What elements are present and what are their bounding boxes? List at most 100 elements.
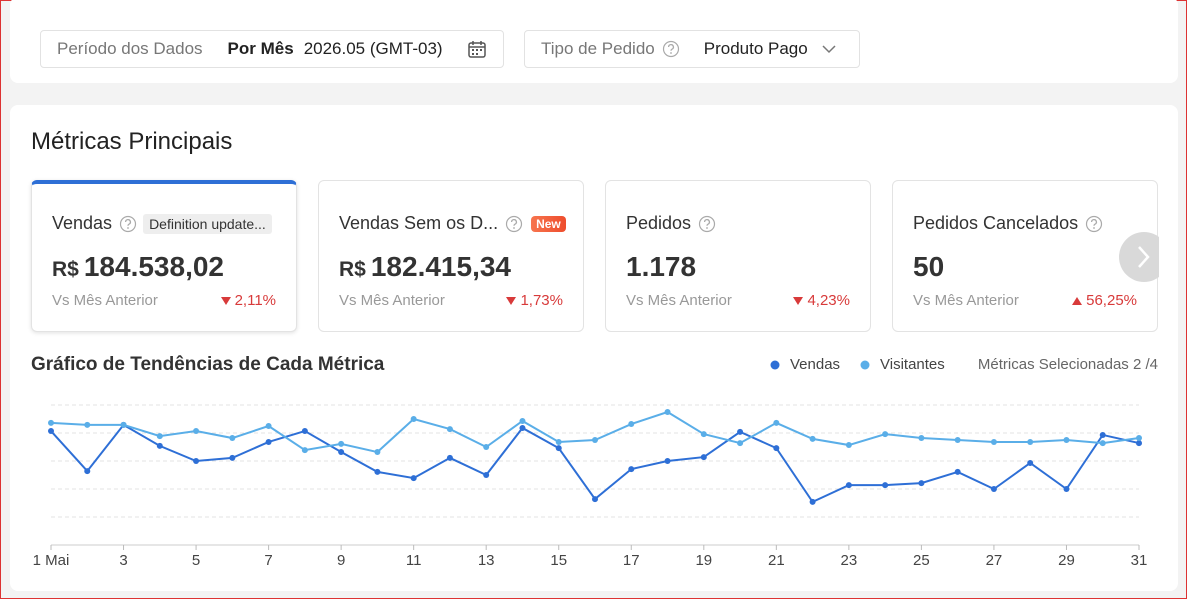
data-point [700, 431, 707, 438]
x-tick-label: 11 [406, 552, 422, 569]
data-point [809, 498, 816, 505]
data-point [628, 421, 635, 428]
data-point [1027, 438, 1034, 445]
metric-change: 1,73% [520, 292, 563, 309]
chart-title: Gráfico de Tendências de Cada Métrica [31, 354, 385, 375]
x-tick-label: 17 [623, 552, 640, 569]
metric-title: Pedidos Cancelados [913, 213, 1079, 233]
help-icon [119, 215, 137, 232]
metric-change: 2,11% [234, 292, 276, 309]
metric-currency: R$ [52, 258, 79, 281]
data-point [555, 438, 562, 445]
x-tick-label: 15 [550, 552, 567, 569]
metric-card[interactable]: Vendas Definition update... R$ 184.538,02 Vs… [31, 180, 297, 332]
x-tick-label: 7 [264, 552, 272, 569]
trend-chart: Gráfico de Tendências de Cada Métrica Mé… [31, 354, 1158, 569]
dropdown-icon [822, 45, 836, 54]
data-point [664, 409, 671, 415]
data-point [1099, 440, 1106, 447]
data-point [519, 417, 526, 424]
metric-value-row: R$ 184.538,02 [52, 251, 224, 283]
metric-comparison: Vs Mês Anterior [913, 292, 1019, 309]
data-point [48, 419, 54, 426]
metric-change-row: 1,73% [505, 292, 563, 309]
help-icon [698, 215, 716, 232]
data-point [193, 458, 200, 464]
metric-value: 50 [913, 251, 945, 282]
legend-marker [860, 360, 870, 370]
period-filter[interactable]: Período dos Dados Por Mês 2026.05 (GMT-0… [40, 30, 504, 68]
metric-title: Pedidos [626, 213, 692, 233]
data-point [265, 423, 272, 429]
data-point [156, 433, 163, 440]
period-label: Período dos Dados [57, 39, 203, 58]
metric-card[interactable]: Pedidos Cancelados 50 Vs Mês Anterior 56,25… [892, 180, 1158, 332]
data-point [229, 435, 236, 442]
x-tick-label: 21 [768, 552, 785, 569]
data-point [229, 454, 236, 461]
data-point [918, 435, 925, 442]
metric-card[interactable]: Pedidos 1.178 Vs Mês Anterior 4,23% [605, 180, 871, 332]
data-point [954, 437, 961, 443]
data-point [592, 437, 598, 443]
data-point [990, 438, 997, 445]
metric-value: 1.178 [626, 251, 697, 282]
metric-change-row: 4,23% [792, 292, 850, 309]
data-point [628, 466, 635, 473]
change-arrow [793, 296, 804, 305]
change-arrow [506, 296, 517, 305]
metric-value-row: 50 [913, 251, 944, 283]
metric-tag: Definition update... [143, 213, 272, 234]
data-point [1099, 431, 1106, 438]
data-point [882, 482, 889, 489]
metric-title: Vendas [52, 213, 113, 233]
data-point [845, 442, 852, 449]
data-point [773, 445, 780, 452]
data-point [1063, 486, 1070, 492]
data-point [664, 458, 671, 464]
legend-label: Visitantes [880, 356, 945, 373]
data-point [374, 449, 381, 456]
metric-value-row: 1.178 [626, 251, 696, 283]
metric-change: 56,25% [1086, 292, 1137, 309]
x-tick-label: 3 [119, 552, 127, 569]
x-tick-label: 1 Mai [33, 552, 70, 569]
data-point [990, 486, 997, 492]
metric-title-row: Vendas Sem os D... New [339, 213, 566, 234]
order-type-filter[interactable]: Tipo de Pedido Produto Pago [524, 30, 860, 68]
x-tick-label: 31 [1131, 552, 1148, 569]
data-point [483, 444, 490, 450]
data-point [1063, 437, 1070, 443]
next-button[interactable] [1119, 232, 1159, 282]
metric-change-row: 56,25% [1071, 292, 1137, 309]
metric-value: 184.538,02 [83, 251, 224, 282]
order-type-label: Tipo de Pedido [541, 39, 655, 58]
series-line [50, 410, 1140, 454]
selected-metrics[interactable]: Métricas Selecionadas 2 /4 [978, 356, 1158, 373]
metric-title: Vendas Sem os D... [339, 213, 499, 233]
x-tick-label: 23 [841, 552, 858, 569]
change-arrow [1072, 296, 1083, 305]
metric-title-row: Vendas Definition update... [52, 213, 272, 234]
data-point [410, 475, 417, 482]
data-point [483, 472, 490, 478]
data-point [301, 428, 308, 435]
metric-value: 182.415,34 [370, 251, 511, 282]
metric-title-row: Pedidos [626, 213, 716, 234]
data-point [592, 496, 598, 503]
metric-value-row: R$ 182.415,34 [339, 251, 511, 283]
data-point [193, 428, 200, 435]
data-point [156, 442, 163, 449]
metric-card[interactable]: Vendas Sem os D... New R$ 182.415,34 Vs Mês … [318, 180, 584, 332]
data-point [84, 421, 91, 428]
section-title: Métricas Principais [31, 128, 233, 155]
calendar-icon [468, 41, 486, 58]
x-tick-label: 13 [478, 552, 495, 569]
data-point [301, 447, 308, 454]
data-point [882, 431, 889, 438]
data-point [374, 468, 381, 475]
data-point [809, 435, 816, 442]
data-point [519, 424, 526, 431]
data-point [1136, 440, 1142, 447]
